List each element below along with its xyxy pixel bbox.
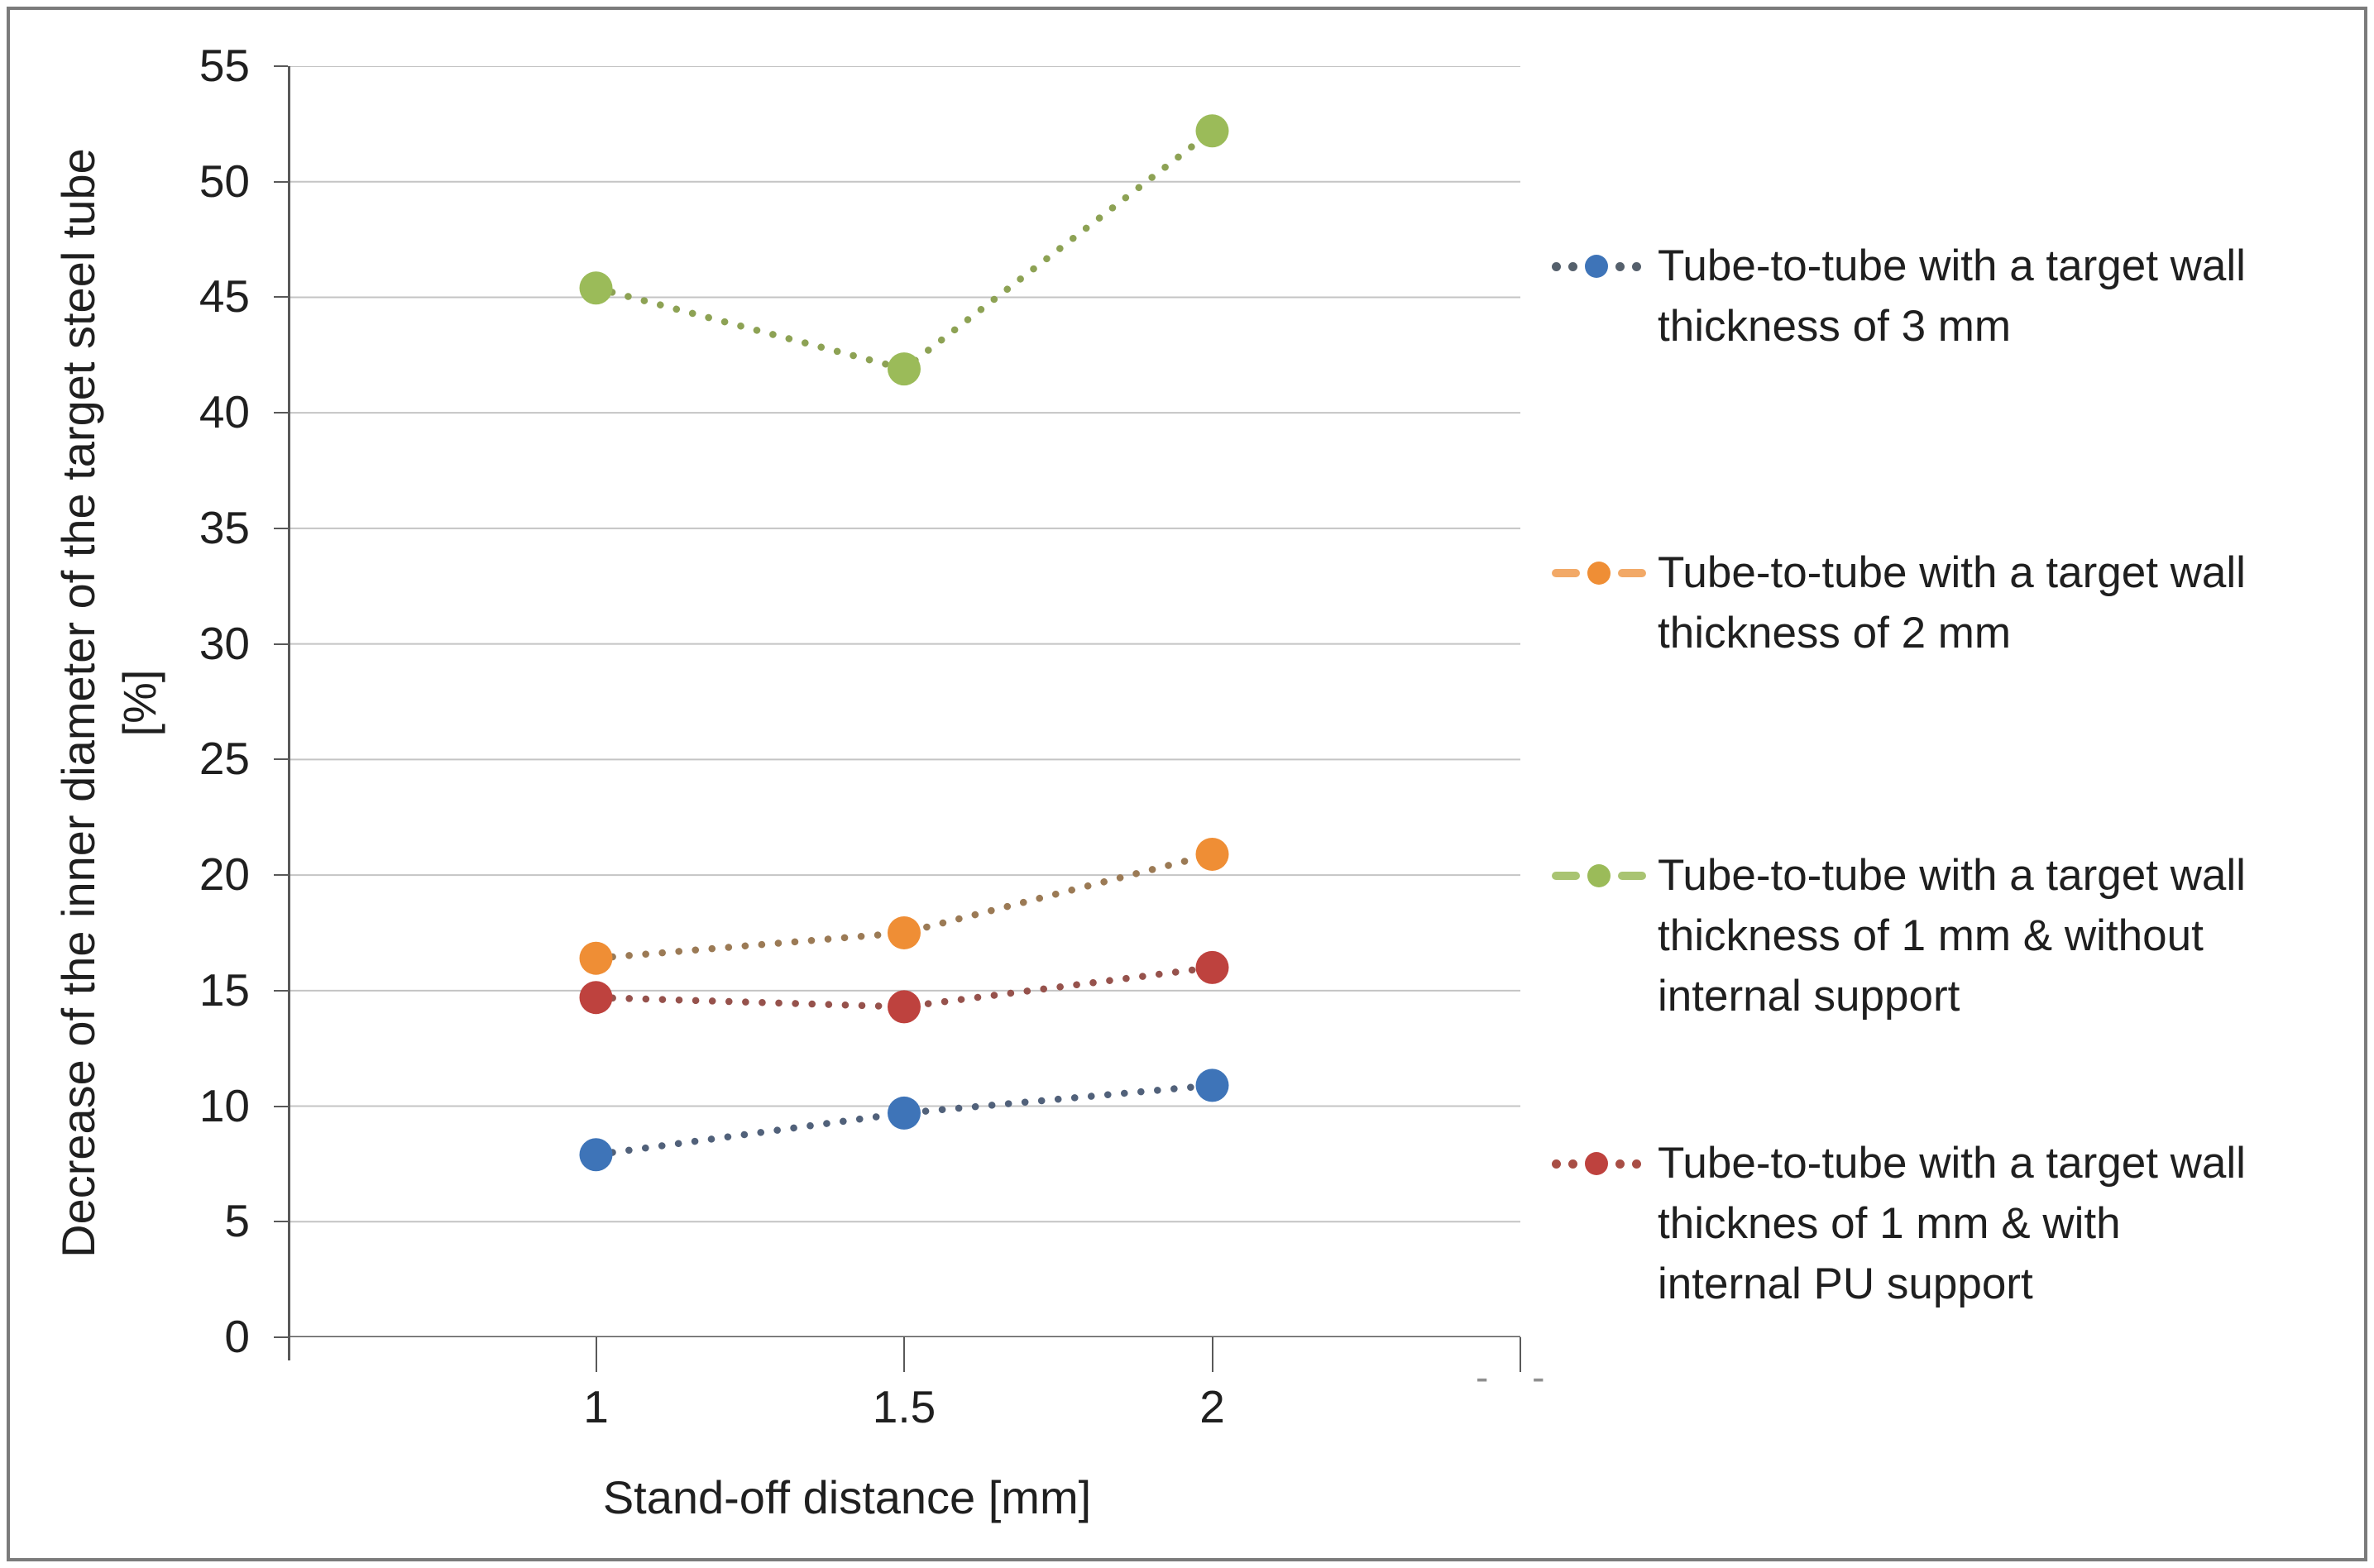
data-point-marker <box>579 271 613 305</box>
data-point-marker <box>1195 837 1229 871</box>
y-axis-title-units: [%] <box>113 669 165 737</box>
y-axis-title: Decrease of the inner diameter of the ta… <box>48 41 170 1365</box>
x-tick-label: 1 <box>583 1381 609 1432</box>
y-tick-label: 15 <box>199 963 250 1016</box>
y-tick-mark <box>274 989 288 992</box>
y-tick-label: 25 <box>199 733 250 785</box>
series-line-3 <box>592 963 1216 1011</box>
data-point-marker <box>888 990 921 1024</box>
data-point-marker <box>888 352 921 386</box>
series-line-2 <box>592 127 1216 373</box>
y-tick-mark <box>274 296 288 299</box>
data-point-marker <box>1195 114 1229 148</box>
x-tick-mark <box>1211 1337 1213 1372</box>
y-tick-label: 55 <box>199 40 250 91</box>
y-tick-label: 35 <box>199 501 250 553</box>
y-tick-mark <box>274 180 288 183</box>
plot-canvas <box>288 66 1520 1337</box>
series-line-0 <box>592 1082 1216 1159</box>
x-tick-mark <box>1520 1337 1521 1372</box>
y-axis-title-line1: Decrease of the inner diameter of the ta… <box>52 148 104 1258</box>
data-point-marker <box>579 941 613 975</box>
x-tick-label: 1.5 <box>872 1381 936 1432</box>
data-point-marker <box>579 981 613 1015</box>
y-tick-label: 30 <box>199 617 250 669</box>
plot-area <box>288 66 1520 1337</box>
y-tick-mark <box>274 1336 288 1338</box>
data-point-marker <box>888 1096 921 1130</box>
y-tick-label: 50 <box>199 155 250 207</box>
x-tick-mark <box>903 1337 905 1372</box>
y-tick-mark <box>274 527 288 529</box>
y-axis-stub <box>288 1337 290 1360</box>
y-tick-mark <box>274 874 288 877</box>
y-tick-label: 45 <box>199 270 250 323</box>
data-point-marker <box>579 1138 613 1172</box>
series-line-1 <box>592 850 1216 962</box>
y-tick-mark <box>274 1105 288 1107</box>
y-tick-mark <box>274 412 288 414</box>
data-point-marker <box>1195 950 1229 984</box>
y-tick-mark <box>274 1221 288 1223</box>
y-tick-mark <box>274 65 288 67</box>
y-tick-mark <box>274 758 288 761</box>
chart-border <box>7 7 2367 1561</box>
y-tick-label: 0 <box>224 1311 250 1362</box>
y-tick-label: 20 <box>199 849 250 901</box>
y-tick-label: 40 <box>199 386 250 438</box>
stray-dashes: - - <box>1476 1355 1562 1398</box>
y-tick-label: 10 <box>199 1079 250 1131</box>
data-point-marker <box>1195 1068 1229 1102</box>
y-tick-label: 5 <box>224 1195 250 1247</box>
data-point-marker <box>888 915 921 949</box>
x-tick-label: 2 <box>1199 1381 1225 1432</box>
x-axis-title: Stand-off distance [mm] <box>602 1471 1092 1523</box>
x-tick-mark <box>595 1337 597 1372</box>
y-tick-mark <box>274 643 288 645</box>
